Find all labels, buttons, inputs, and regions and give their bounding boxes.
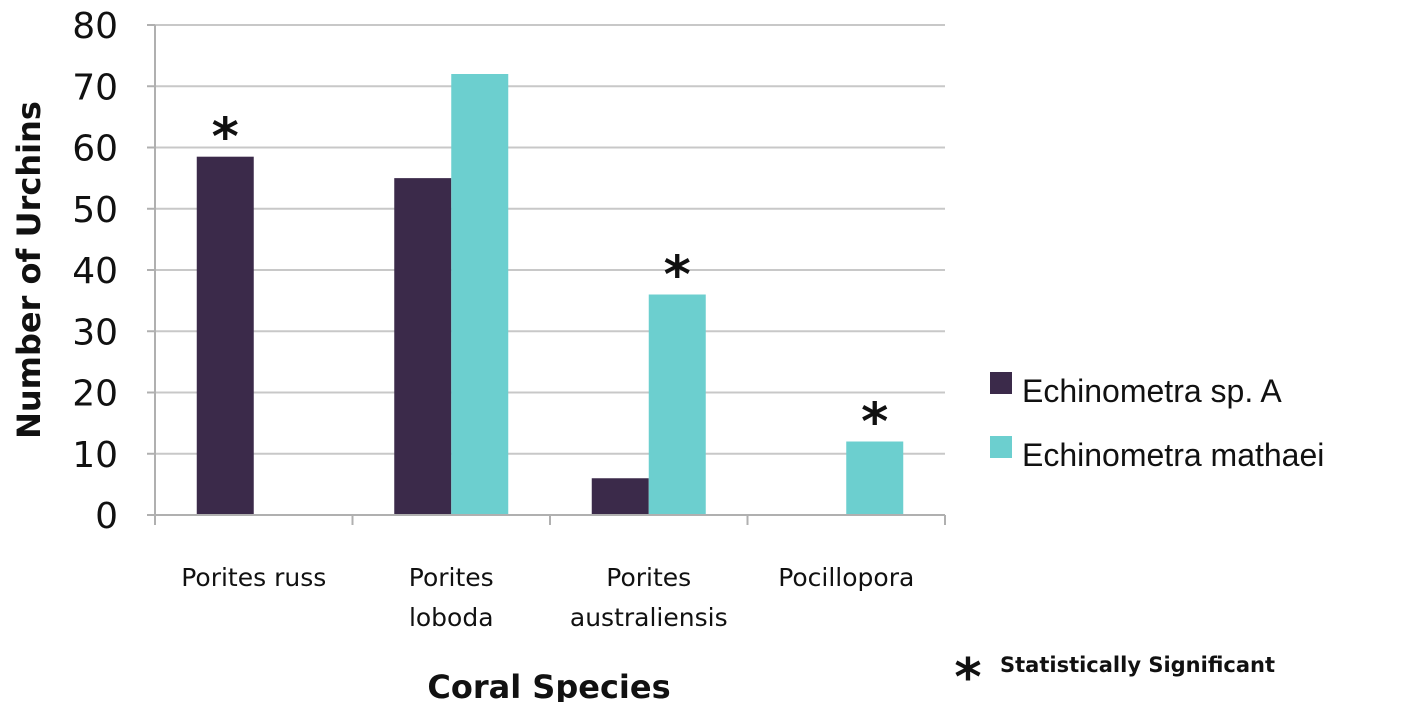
x-axis-title: Coral Species bbox=[427, 668, 670, 702]
bar bbox=[648, 294, 706, 515]
category-label-line: Porites russ bbox=[181, 563, 326, 592]
legend-swatch bbox=[990, 372, 1012, 394]
legend-swatch bbox=[990, 436, 1012, 458]
gridlines bbox=[155, 24, 945, 455]
y-tick-label: 80 bbox=[72, 6, 118, 47]
y-tick-label: 20 bbox=[72, 374, 118, 415]
category-label-line: Pocillopora bbox=[778, 563, 914, 592]
significance-note-star: * bbox=[954, 648, 981, 702]
y-axis-ticks: 0 10 20 30 40 50 60 70 80 bbox=[72, 6, 155, 537]
significance-note-text: Statistically Significant bbox=[1000, 653, 1275, 677]
y-tick-label: 10 bbox=[72, 435, 118, 476]
category-label: Porites russ bbox=[181, 563, 326, 592]
bars bbox=[196, 74, 904, 515]
significance-markers: * * * bbox=[212, 108, 889, 453]
y-tick-label: 0 bbox=[95, 496, 118, 537]
y-tick-label: 70 bbox=[72, 67, 118, 108]
bar bbox=[394, 178, 452, 515]
legend-label: Echinometra mathaei bbox=[1022, 437, 1324, 473]
y-tick-label: 40 bbox=[72, 251, 118, 292]
category-label: Porites loboda bbox=[409, 563, 494, 632]
category-label-line: loboda bbox=[409, 603, 494, 632]
category-label: Pocillopora bbox=[778, 563, 914, 592]
legend: Echinometra sp. A Echinometra mathaei bbox=[990, 372, 1324, 473]
significance-star: * bbox=[861, 393, 888, 453]
bar bbox=[846, 441, 904, 515]
category-label-line: Porites bbox=[409, 563, 494, 592]
significance-star: * bbox=[212, 108, 239, 168]
category-labels: Porites russ Porites loboda Porites australi… bbox=[181, 563, 914, 632]
bar bbox=[591, 478, 649, 515]
y-axis-title: Number of Urchins bbox=[10, 101, 48, 439]
bar bbox=[196, 156, 254, 515]
significance-star: * bbox=[664, 246, 691, 306]
significance-note: * Statistically Significant bbox=[954, 648, 1275, 702]
bar bbox=[451, 74, 509, 515]
category-label: Porites australiensis bbox=[570, 563, 728, 632]
legend-label: Echinometra sp. A bbox=[1022, 373, 1282, 409]
y-tick-label: 60 bbox=[72, 129, 118, 170]
x-axis bbox=[154, 25, 946, 525]
category-label-line: australiensis bbox=[570, 603, 728, 632]
y-tick-label: 50 bbox=[72, 190, 118, 231]
y-tick-label: 30 bbox=[72, 312, 118, 353]
category-label-line: Porites bbox=[606, 563, 691, 592]
